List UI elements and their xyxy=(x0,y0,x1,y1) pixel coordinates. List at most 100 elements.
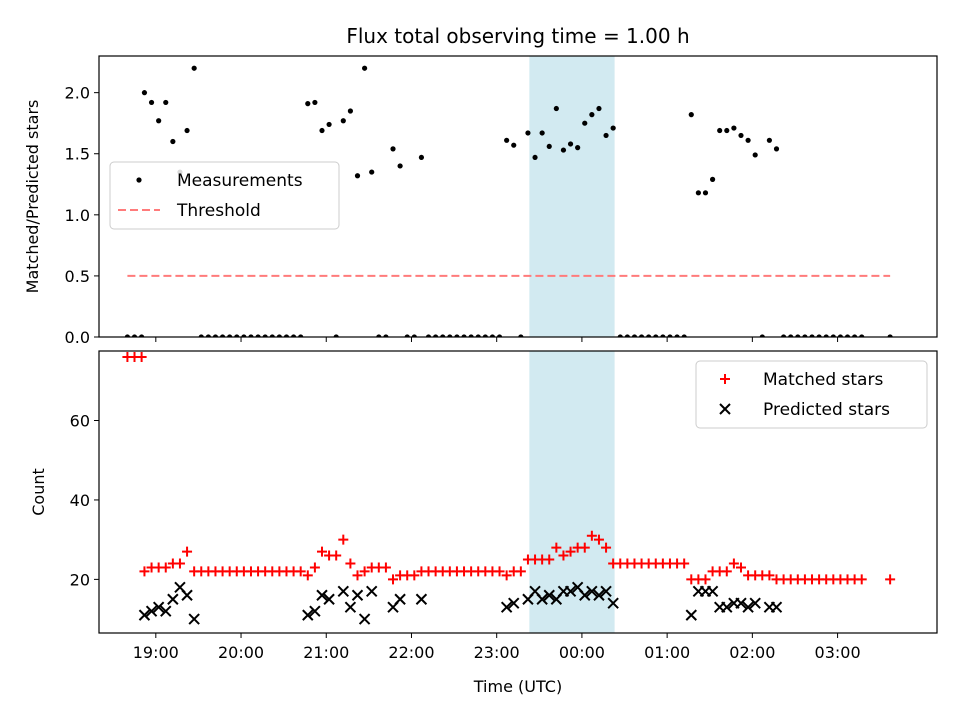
data-point xyxy=(885,574,896,585)
data-point xyxy=(653,334,659,337)
data-point xyxy=(283,334,290,337)
data-point xyxy=(358,613,371,625)
y-tick-label: 0.5 xyxy=(65,267,90,286)
y-axis-label: Matched/Predicted stars xyxy=(23,100,42,294)
data-point xyxy=(575,145,581,151)
bottom-panel-star-counts: Count 20 40 60 19:00 20:00 21:00 22:00 23:00 00:0… xyxy=(29,350,938,662)
data-point xyxy=(298,334,304,337)
data-point xyxy=(773,146,780,152)
data-point xyxy=(802,334,808,337)
data-point xyxy=(823,334,829,337)
data-point xyxy=(461,334,467,337)
data-point xyxy=(475,334,481,337)
data-point xyxy=(852,334,858,337)
data-point xyxy=(752,152,758,158)
data-point xyxy=(139,334,145,337)
data-point xyxy=(302,609,314,621)
x-tick-label: 23:00 xyxy=(474,643,520,662)
data-point xyxy=(724,127,730,134)
data-point xyxy=(380,562,391,573)
data-point xyxy=(695,190,701,196)
data-point xyxy=(735,597,747,609)
series-measurements xyxy=(124,65,893,337)
data-point xyxy=(362,65,368,71)
y-axis-label: Count xyxy=(29,468,48,516)
data-point xyxy=(543,589,555,601)
y-tick-label: 1.5 xyxy=(65,145,90,164)
data-point xyxy=(205,334,211,337)
data-point xyxy=(596,105,602,112)
data-point xyxy=(745,137,751,143)
data-point xyxy=(316,546,327,557)
data-point xyxy=(553,105,559,112)
data-point xyxy=(631,334,638,337)
data-point xyxy=(394,593,406,605)
data-point xyxy=(369,169,375,175)
data-point xyxy=(501,570,512,581)
data-point xyxy=(167,593,179,605)
data-point xyxy=(397,163,403,169)
data-point xyxy=(131,334,138,337)
data-point xyxy=(163,99,169,106)
data-point xyxy=(181,589,193,601)
data-point xyxy=(212,334,219,337)
data-point xyxy=(749,597,761,609)
data-point xyxy=(795,334,801,337)
data-point xyxy=(148,99,155,106)
data-point xyxy=(586,585,598,598)
data-point xyxy=(145,605,158,617)
data-point xyxy=(766,137,773,143)
data-point xyxy=(352,570,363,581)
data-point xyxy=(312,99,318,106)
data-point xyxy=(425,334,432,337)
data-point xyxy=(182,546,193,557)
y-tick-label: 60 xyxy=(70,412,90,431)
data-point xyxy=(170,138,176,145)
data-point xyxy=(579,589,591,601)
data-point xyxy=(337,585,350,598)
data-point xyxy=(709,176,716,182)
data-point xyxy=(674,334,680,337)
data-point xyxy=(316,589,328,601)
data-point xyxy=(447,334,453,337)
data-point xyxy=(742,601,754,613)
data-point xyxy=(667,334,673,337)
data-point xyxy=(309,605,321,617)
data-point xyxy=(589,112,595,118)
y-tick-label: 0.0 xyxy=(65,328,90,347)
data-point xyxy=(706,585,719,598)
data-point xyxy=(536,593,548,605)
x-tick-label: 03:00 xyxy=(815,643,861,662)
x-tick-label: 21:00 xyxy=(303,643,349,662)
data-point xyxy=(560,147,567,153)
data-point xyxy=(124,334,131,337)
data-point xyxy=(660,334,666,337)
data-point xyxy=(551,542,562,553)
data-point xyxy=(269,334,275,337)
data-point xyxy=(500,601,513,613)
data-point xyxy=(241,334,247,337)
data-point xyxy=(390,146,396,152)
data-point xyxy=(856,574,867,585)
data-point xyxy=(290,334,297,337)
data-point xyxy=(331,550,342,561)
data-point xyxy=(564,585,577,598)
data-point xyxy=(518,334,524,337)
data-point xyxy=(764,570,775,581)
data-point xyxy=(721,601,733,613)
data-point xyxy=(887,334,893,337)
data-point xyxy=(404,334,410,337)
data-point xyxy=(610,125,616,131)
legend: Measurements Threshold xyxy=(109,161,340,230)
data-point xyxy=(532,154,538,161)
data-point xyxy=(593,589,605,601)
data-point xyxy=(582,120,588,126)
data-point xyxy=(586,530,597,541)
data-point xyxy=(702,190,709,196)
data-point xyxy=(276,334,282,337)
data-point xyxy=(603,132,609,139)
legend-marker xyxy=(136,177,142,183)
data-point xyxy=(781,334,787,337)
data-point xyxy=(388,574,399,585)
